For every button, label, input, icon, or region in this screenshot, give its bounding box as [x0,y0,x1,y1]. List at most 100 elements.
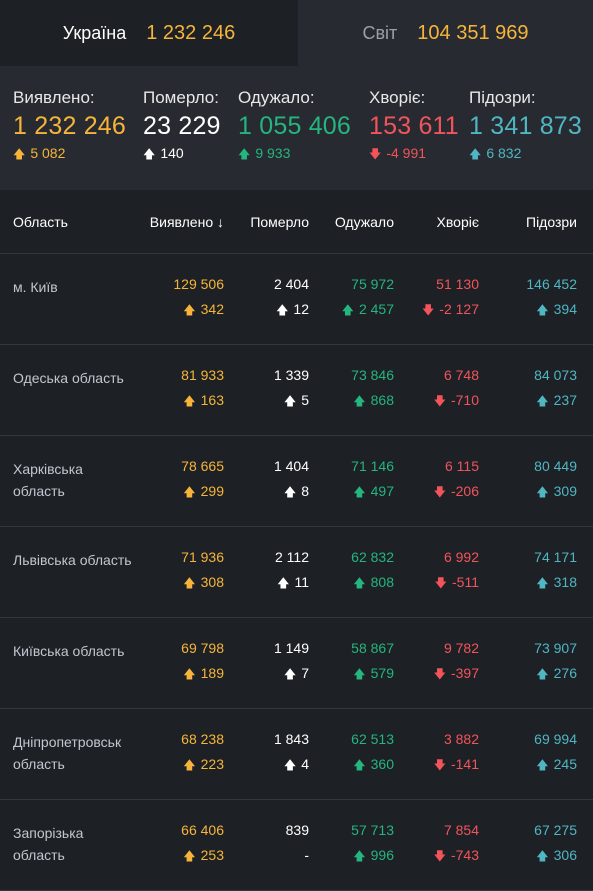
arrow-up-icon: 🡅 [353,485,366,499]
summary-suspected-title: Підозри: [469,88,536,107]
summary-detected-delta-value: 5 082 [30,145,66,161]
arrow-up-icon: 🡅 [536,667,549,681]
arrow-up-icon: 🡅 [536,485,549,499]
sick-delta: 🡇 -710 [434,392,479,413]
table-header: Область Виявлено ↓ Померло Одужало Хворі… [0,190,593,254]
summary-sick-delta: 🡇 -4 991 [369,145,459,166]
detected-delta-value: 163 [200,392,224,408]
suspected-delta-value: 309 [553,483,577,499]
region-name: Київська область [13,643,125,659]
deaths-value: 839 [285,822,309,838]
detected-delta: 🡅 308 [183,574,224,595]
arrow-up-icon: 🡅 [536,394,549,408]
sick-delta: 🡇 -743 [434,847,479,868]
tab-ukraine-value: 1 232 246 [146,21,236,44]
suspected-value: 67 275 [534,822,577,838]
header-region[interactable]: Область [13,214,68,230]
detected-delta: 🡅 299 [183,483,224,504]
suspected-delta-value: 276 [553,665,577,681]
sick-delta-value: -710 [450,392,479,408]
suspected-value: 74 171 [534,549,577,565]
recovered-value: 71 146 [351,458,394,474]
recovered-delta: 🡅 2 457 [342,301,394,322]
recovered-value: 75 972 [351,276,394,292]
recovered-delta-value: 808 [370,574,394,590]
arrow-down-icon: 🡇 [421,303,435,317]
detected-value: 78 665 [181,458,224,474]
tab-world-value: 104 351 969 [417,21,529,44]
deaths-delta: - [304,847,309,863]
summary-sick-delta-value: -4 991 [386,145,427,161]
table-row[interactable]: Запорізька область 66 406 🡅 253 839 - 57 713 🡅 9… [0,800,593,891]
header-sick[interactable]: Хворіє [436,214,479,230]
table-row[interactable]: Дніпропетровськ область 68 238 🡅 223 1 843 🡅 4… [0,709,593,800]
arrow-up-icon: 🡅 [276,303,289,317]
arrow-down-icon: 🡇 [433,849,446,863]
recovered-delta: 🡅 360 [353,756,394,777]
suspected-value: 73 907 [534,640,577,656]
summary-recovered-delta: 🡅 9 933 [238,145,351,166]
suspected-delta: 🡅 276 [536,665,577,686]
detected-delta-value: 308 [200,574,224,590]
header-deaths[interactable]: Померло [250,214,309,230]
table-row[interactable]: Харківська область 78 665 🡅 299 1 404 🡅 8 71 14… [0,436,593,527]
arrow-up-icon: 🡅 [238,147,251,161]
summary-deaths-delta: 🡅 140 [143,145,221,166]
summary-detected: Виявлено: 1 232 246 🡅 5 082 [13,88,126,166]
detected-delta: 🡅 253 [183,847,224,868]
tab-ukraine[interactable]: Україна 1 232 246 [0,0,298,66]
summary-recovered: Одужало: 1 055 406 🡅 9 933 [238,88,351,166]
arrow-up-icon: 🡅 [183,849,196,863]
table-row[interactable]: Одеська область 81 933 🡅 163 1 339 🡅 5 73 846 🡅 8… [0,345,593,436]
arrow-up-icon: 🡅 [536,576,549,590]
summary-suspected: Підозри: 1 341 873 🡅 6 832 [469,88,582,166]
suspected-delta-value: 245 [553,756,577,772]
sick-delta-value: -141 [450,756,479,772]
deaths-delta-value: 7 [301,665,309,681]
arrow-up-icon: 🡅 [183,576,196,590]
deaths-delta-value: 5 [301,392,309,408]
arrow-down-icon: 🡇 [433,394,446,408]
header-detected-label: Виявлено [149,214,214,230]
arrow-up-icon: 🡅 [353,758,366,772]
suspected-delta: 🡅 318 [536,574,577,595]
deaths-value: 2 404 [273,276,309,292]
arrow-up-icon: 🡅 [183,394,196,408]
table-body: м. Київ 129 506 🡅 342 2 404 🡅 12 75 972 🡅 2 457 51… [0,254,593,891]
detected-value: 71 936 [181,549,224,565]
summary-deaths-value: 23 229 [143,112,221,140]
arrow-down-icon: 🡇 [434,576,448,590]
arrow-up-icon: 🡅 [536,849,549,863]
arrow-up-icon: 🡅 [353,849,366,863]
tab-world-label: Світ [362,22,398,43]
recovered-delta-value: 497 [370,483,394,499]
arrow-up-icon: 🡅 [13,147,26,161]
arrow-up-icon: 🡅 [353,394,366,408]
deaths-delta: 🡅 11 [277,574,309,595]
table-row[interactable]: Київська область 69 798 🡅 189 1 149 🡅 7 58 867 🡅… [0,618,593,709]
header-recovered[interactable]: Одужало [334,214,394,230]
arrow-up-icon: 🡅 [277,576,290,590]
detected-value: 69 798 [181,640,224,656]
sick-delta: 🡇 -141 [434,756,479,777]
sick-delta-value: -511 [452,574,479,590]
table-row[interactable]: м. Київ 129 506 🡅 342 2 404 🡅 12 75 972 🡅 2 457 51… [0,254,593,345]
deaths-delta-value: 11 [294,574,309,590]
arrow-down-icon: 🡇 [433,758,446,772]
sick-delta: 🡇 -511 [435,574,479,595]
detected-value: 68 238 [181,731,224,747]
summary-deaths-title: Померло: [143,88,219,107]
suspected-delta: 🡅 394 [536,301,577,322]
detected-delta-value: 223 [200,756,224,772]
country-tabs: Україна 1 232 246 Світ 104 351 969 [0,0,593,66]
sick-value: 6 992 [443,549,479,565]
arrow-up-icon: 🡅 [183,667,196,681]
detected-delta-value: 253 [200,847,224,863]
header-suspected[interactable]: Підозри [526,214,577,230]
table-row[interactable]: Львівська область 71 936 🡅 308 2 112 🡅 11 62 83… [0,527,593,618]
header-detected[interactable]: Виявлено ↓ [150,214,224,230]
tab-world[interactable]: Світ 104 351 969 [298,0,593,66]
arrow-up-icon: 🡅 [283,394,297,408]
suspected-delta: 🡅 309 [536,483,577,504]
sick-value: 6 115 [445,458,479,474]
